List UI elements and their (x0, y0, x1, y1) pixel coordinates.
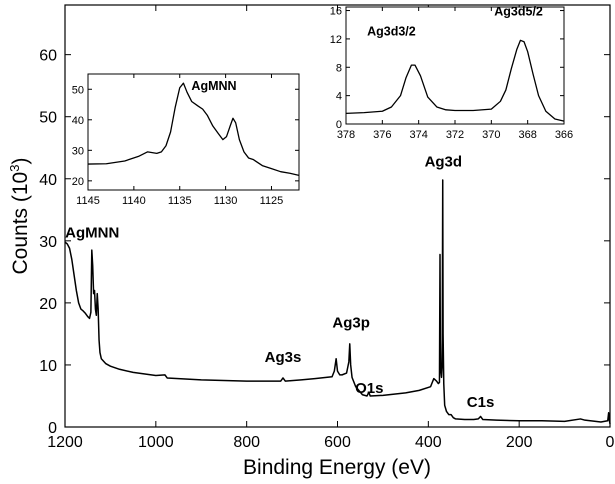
peak-label-c1s: C1s (467, 394, 495, 411)
inset-ag3d-y-tick-label: 4 (336, 91, 342, 103)
inset-ag3d-y-tick-label: 8 (336, 62, 342, 74)
inset-ag3d-y-tick-label: 12 (330, 34, 342, 46)
inset-ag3d-x-tick-label: 368 (518, 129, 536, 141)
inset-agmnn-y-tick-label: 20 (72, 176, 84, 188)
inset-ag3d-y-tick-label: 16 (330, 6, 342, 18)
inset-agmnn-y-tick-label: 50 (72, 84, 84, 96)
inset-agmnn-title: AgMNN (191, 79, 236, 93)
inset-ag3d-x-tick-label: 366 (555, 129, 573, 141)
inset-agmnn-frame (87, 73, 300, 191)
main-x-tick-label: 1200 (47, 434, 83, 451)
main-y-tick-label: 30 (39, 234, 57, 251)
inset-agmnn-line (87, 82, 300, 176)
main-y-tick-label: 50 (39, 110, 57, 127)
inset-agmnn-x-tick-label: 1125 (260, 195, 284, 207)
peak-label-ag3p: Ag3p (332, 315, 370, 332)
y-axis-title-suffix: ) (9, 158, 32, 165)
inset-agmnn-x-tick-label: 1145 (76, 195, 100, 207)
y-axis-title: Counts (103) (7, 158, 32, 275)
main-x-tick-label: 1000 (138, 434, 174, 451)
main-x-tick-label: 200 (506, 434, 533, 451)
peak-annotations: AgMNN Ag3d Ag3p Ag3s O1s C1s (65, 153, 494, 411)
main-y-tick-label: 0 (48, 420, 57, 437)
main-x-tick-label: 800 (233, 434, 260, 451)
main-y-tick-label: 60 (39, 48, 57, 65)
inset-ag3d-x-tick-label: 372 (446, 129, 464, 141)
inset-ag3d-y-tick-label: 0 (336, 119, 342, 131)
inset-agmnn-y-tick-label: 30 (72, 145, 84, 157)
inset-ag3d-x-tick-label: 378 (337, 129, 355, 141)
peak-label-ag3s: Ag3s (265, 349, 302, 366)
inset-agmnn-x-tick-label: 1130 (214, 195, 238, 207)
x-axis-title: Binding Energy (eV) (243, 456, 431, 479)
inset-ag3d-annotations: Ag3d3/2 Ag3d5/2 (367, 5, 543, 39)
survey-spectrum-line (64, 179, 611, 425)
inset-peak-label-ag3d5-2: Ag3d5/2 (494, 5, 543, 19)
inset-agmnn-y-tick-label: 40 (72, 115, 84, 127)
main-y-tick-label: 10 (39, 358, 57, 375)
inset-agmnn-x-tick-label: 1140 (122, 195, 146, 207)
main-x-tick-label: 400 (415, 434, 442, 451)
main-y-tick-label: 20 (39, 296, 57, 313)
inset-ag3d-x-tick-label: 376 (373, 129, 391, 141)
peak-label-o1s: O1s (355, 380, 383, 397)
inset-agmnn-plot: 1145 1140 1135 1130 1125 20 30 40 50 AgMNN (72, 73, 300, 207)
inset-peak-label-ag3d3-2: Ag3d3/2 (367, 24, 416, 38)
peak-label-agmnn: AgMNN (65, 225, 119, 242)
peak-label-ag3d: Ag3d (425, 153, 463, 170)
inset-agmnn-x-tick-label: 1135 (168, 195, 192, 207)
inset-ag3d-x-tick-label: 370 (482, 129, 500, 141)
y-axis-title-prefix: Counts (10 (9, 172, 32, 275)
inset-ag3d-ticks: 378 376 374 372 370 368 366 0 4 8 12 16 (330, 6, 573, 141)
y-axis-title-superscript: 3 (7, 165, 22, 172)
inset-agmnn-ticks: 1145 1140 1135 1130 1125 20 30 40 50 (72, 74, 299, 207)
inset-ag3d-frame (345, 6, 565, 125)
inset-ag3d-x-tick-label: 374 (409, 129, 427, 141)
main-x-tick-label: 0 (606, 434, 615, 451)
inset-ag3d-line (345, 39, 565, 122)
main-y-tick-label: 40 (39, 172, 57, 189)
main-x-tick-label: 600 (324, 434, 351, 451)
